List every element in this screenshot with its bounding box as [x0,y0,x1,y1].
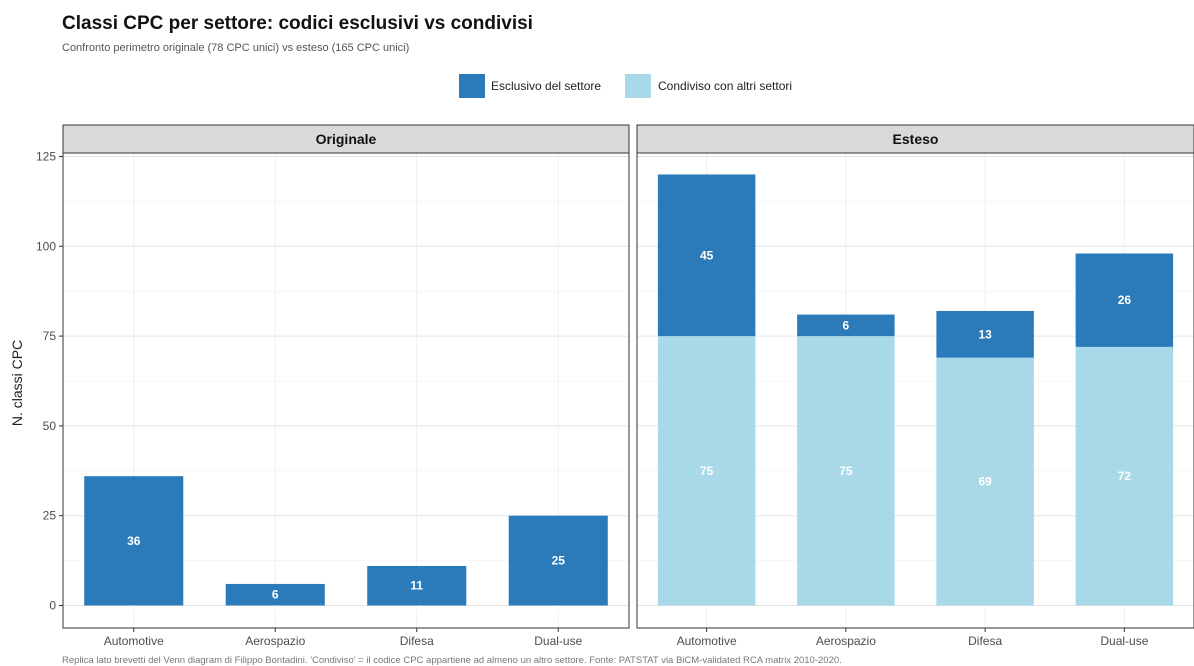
facet-strip [62,124,630,154]
bar-value-label: 13 [978,327,992,341]
bar-esclusivo-del-settore-automotive [657,174,756,337]
bar-value-label: 36 [127,534,141,548]
x-tick-label: Difesa [400,634,434,648]
bar-condiviso-con-altri-settori-aerospazio [797,336,895,606]
bar-esclusivo-del-settore-automotive [84,476,184,606]
y-tick-label: 125 [36,150,56,164]
panel-border [636,152,1194,629]
bar-value-label: 25 [552,554,566,568]
bar-value-label: 11 [410,579,423,593]
x-tick-label: Aerospazio [816,634,876,648]
x-tick-label: Automotive [104,634,164,648]
x-tick-label: Dual-use [534,634,582,648]
x-tick-label: Automotive [677,634,737,648]
y-axis-label: N. classi CPC [9,340,25,426]
bar-condiviso-con-altri-settori-difesa [936,357,1034,606]
x-tick-label: Difesa [968,634,1002,648]
panel-esteso: Esteso 75 45 Automotive 75 6 Aerospazio 69 13 Dif… [636,124,1194,648]
y-tick-label: 0 [49,599,56,613]
y-tick-label: 25 [43,509,57,523]
panel-originale: Originale036Automotive06Aerospazio011Dif… [36,124,630,648]
bar-value-label: 6 [843,318,850,332]
bar-value-label: 26 [1118,293,1132,307]
bar-esclusivo-del-settore-aerospazio [797,314,895,337]
y-tick-label: 100 [36,239,56,253]
chart-title: Classi CPC per settore: codici esclusivi… [62,13,533,34]
bar-value-label: 72 [1118,469,1132,483]
chart-subtitle: Confronto perimetro originale (78 CPC un… [62,42,409,54]
x-tick-label: Aerospazio [245,634,305,648]
chart-caption: Replica lato brevetti del Venn diagram d… [62,655,842,666]
bar-esclusivo-del-settore-difesa [367,565,467,606]
legend-label-condiviso-con-altri-settori: Condiviso con altri settori [658,79,792,93]
bar-condiviso-con-altri-settori-dual-use [1075,346,1174,606]
facet-panels: Originale036Automotive06Aerospazio011Dif… [36,124,1194,648]
bar-value-label: 6 [272,588,279,602]
bar-esclusivo-del-settore-dual-use [1075,253,1174,347]
legend-swatch-condiviso-con-altri-settori [625,74,651,98]
bar-condiviso-con-altri-settori-automotive [657,336,756,606]
bar-value-label: 45 [700,248,714,262]
bar-esclusivo-del-settore-dual-use [508,515,608,606]
bar-esclusivo-del-settore-aerospazio [225,583,325,606]
y-tick-label: 75 [43,329,57,343]
bar-value-label: 75 [700,464,714,478]
facet-strip-label: Originale [316,131,377,147]
panel-border [62,152,630,629]
bar-value-label: 75 [839,464,853,478]
bar-value-label: 69 [978,475,992,489]
legend: Esclusivo del settore Condiviso con altri… [459,74,792,98]
legend-label-esclusivo-del-settore: Esclusivo del settore [491,79,601,93]
y-tick-label: 50 [43,419,57,433]
facet-strip-label: Esteso [893,131,939,147]
legend-swatch-esclusivo-del-settore [459,74,485,98]
x-tick-label: Dual-use [1100,634,1148,648]
bar-esclusivo-del-settore-difesa [936,310,1034,358]
